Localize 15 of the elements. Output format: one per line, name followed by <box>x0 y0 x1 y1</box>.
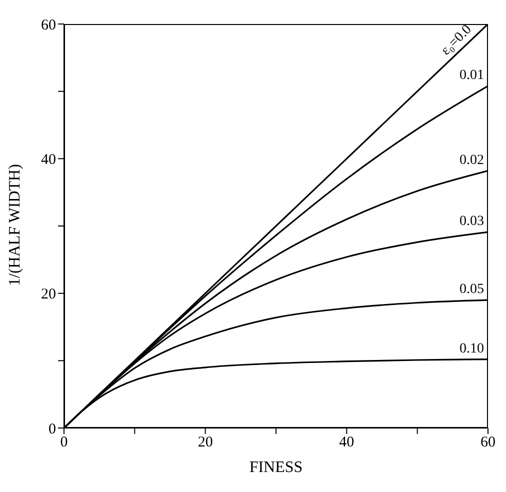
y-tick-label: 0 <box>48 421 56 438</box>
series-label: 0.01 <box>460 68 484 83</box>
series-label: 0.10 <box>460 341 484 356</box>
series-label: 0.02 <box>460 152 484 168</box>
y-tick-label: 20 <box>41 286 56 303</box>
y-axis-title: 1/(HALF WIDTH) <box>6 164 24 286</box>
y-tick-label: 60 <box>41 17 56 34</box>
y-tick-label: 40 <box>41 152 56 168</box>
x-tick-label: 0 <box>60 434 68 451</box>
x-tick-label: 60 <box>480 434 496 451</box>
x-tick-label: 20 <box>198 434 213 451</box>
x-tick-label: 40 <box>339 434 354 451</box>
series-label: 0.03 <box>460 214 484 230</box>
x-axis-title: FINESS <box>249 459 303 476</box>
series-label: 0.05 <box>460 282 484 298</box>
